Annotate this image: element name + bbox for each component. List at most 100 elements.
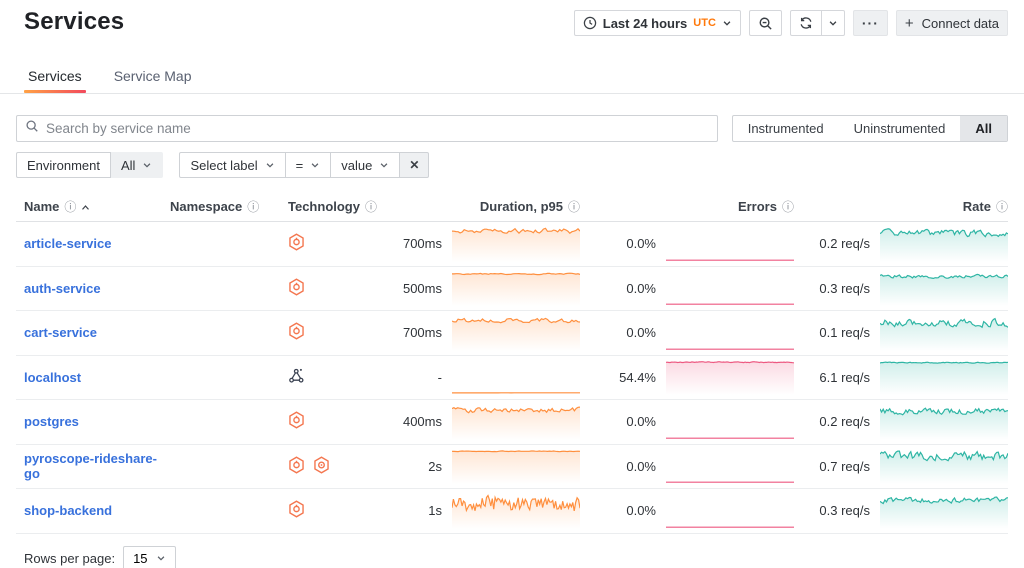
- refresh-icon: [799, 16, 813, 30]
- search-input[interactable]: [46, 121, 709, 136]
- chevron-down-icon: [310, 158, 320, 173]
- duration-value: 2s: [428, 458, 442, 474]
- column-header-namespace[interactable]: Namespace ⓘ: [162, 199, 280, 214]
- refresh-button[interactable]: [789, 10, 822, 36]
- column-header-rate[interactable]: Rate ⓘ: [794, 199, 1008, 214]
- table-row: cart-service 700ms 0.0% 0.1 req/s: [16, 311, 1008, 356]
- sparkline: [452, 227, 580, 262]
- main-content: Instrumented Uninstrumented All Environmen…: [0, 115, 1024, 568]
- rate-cell: 0.1 req/s: [794, 315, 1008, 351]
- duration-cell: 1s: [366, 493, 580, 529]
- toggle-option-all[interactable]: All: [960, 116, 1007, 141]
- zoom-out-button[interactable]: [748, 10, 782, 36]
- rate-value: 0.2 req/s: [819, 414, 870, 430]
- label-filter-group: Select label = value ✕: [179, 152, 430, 178]
- errors-value: 54.4%: [619, 369, 656, 385]
- column-header-duration-p95[interactable]: Duration, p95 ⓘ: [366, 199, 580, 214]
- rate-cell: 0.3 req/s: [794, 493, 1008, 529]
- sort-asc-icon: [81, 199, 90, 214]
- info-icon[interactable]: ⓘ: [567, 199, 580, 214]
- table-header: Name ⓘ Namespace ⓘ Technology ⓘ Duration, p95 ⓘ…: [16, 192, 1008, 222]
- environment-value-label: All: [120, 157, 136, 173]
- sparkline: [880, 496, 1008, 529]
- sparkline: [666, 437, 794, 439]
- connect-data-label: Connect data: [921, 15, 999, 31]
- rows-per-page-value: 15: [133, 551, 148, 566]
- operator-dropdown[interactable]: =: [285, 152, 332, 178]
- tab-bar: Services Service Map: [0, 36, 1024, 94]
- service-link-article-service[interactable]: article-service: [24, 236, 112, 252]
- opentelemetry-icon: [288, 411, 305, 432]
- chevron-down-icon: [142, 158, 152, 173]
- column-label: Name: [24, 199, 60, 214]
- page-header: Services Last 24 hours UTC: [0, 0, 1024, 36]
- value-select-value: value: [341, 157, 373, 173]
- refresh-interval-dropdown[interactable]: [821, 10, 845, 36]
- technology-cell: [280, 411, 366, 432]
- sparkline: [880, 317, 1008, 351]
- service-link-pyroscope-rideshare-go[interactable]: pyroscope-rideshare-go: [24, 451, 157, 482]
- info-icon[interactable]: ⓘ: [64, 199, 77, 214]
- beyla-icon: [313, 456, 330, 477]
- rate-cell: 6.1 req/s: [794, 359, 1008, 396]
- zoom-out-icon: [758, 16, 773, 31]
- environment-value-dropdown[interactable]: All: [110, 152, 164, 178]
- technology-cell: [280, 500, 366, 521]
- toolbar: Last 24 hours UTC: [573, 8, 1008, 36]
- errors-value: 0.0%: [626, 458, 656, 474]
- toggle-option-uninstrumented[interactable]: Uninstrumented: [853, 121, 946, 136]
- column-header-errors[interactable]: Errors ⓘ: [580, 199, 794, 214]
- label-select-dropdown[interactable]: Select label: [179, 152, 286, 178]
- errors-cell: 54.4%: [580, 359, 794, 396]
- info-icon[interactable]: ⓘ: [781, 199, 794, 214]
- duration-value: 700ms: [402, 325, 442, 341]
- connect-data-button[interactable]: + Connect data: [895, 10, 1008, 36]
- sparkline: [666, 481, 794, 484]
- service-link-postgres[interactable]: postgres: [24, 414, 79, 430]
- more-options-button[interactable]: ···: [852, 10, 888, 36]
- rows-per-page-select[interactable]: 15: [123, 545, 176, 568]
- table-row: shop-backend 1s 0.0% 0.3 req/s: [16, 489, 1008, 534]
- label-select-value: Select label: [190, 157, 258, 173]
- table-body: article-service 700ms 0.0% 0.2 req/s auth-se…: [16, 222, 1008, 534]
- info-icon[interactable]: ⓘ: [364, 199, 377, 214]
- tab-service-map[interactable]: Service Map: [113, 68, 192, 84]
- technology-cell: [280, 233, 366, 254]
- info-icon[interactable]: ⓘ: [247, 199, 260, 214]
- errors-value: 0.0%: [626, 503, 656, 519]
- opentelemetry-icon: [288, 278, 305, 299]
- opentelemetry-icon: [288, 500, 305, 521]
- column-header-name[interactable]: Name ⓘ: [16, 199, 162, 214]
- rate-value: 0.1 req/s: [819, 325, 870, 341]
- rate-value: 0.3 req/s: [819, 280, 870, 296]
- chevron-down-icon: [828, 18, 838, 28]
- sparkline: [452, 493, 580, 529]
- column-label: Namespace: [170, 199, 243, 214]
- operator-value: =: [295, 157, 304, 173]
- value-select-dropdown[interactable]: value: [331, 152, 401, 178]
- duration-value: 400ms: [402, 414, 442, 430]
- duration-cell: 500ms: [366, 270, 580, 307]
- time-picker-button[interactable]: Last 24 hours UTC: [573, 10, 741, 36]
- service-link-cart-service[interactable]: cart-service: [24, 325, 97, 341]
- sparkline: [452, 450, 580, 485]
- tab-services[interactable]: Services: [24, 62, 86, 93]
- column-header-technology[interactable]: Technology ⓘ: [280, 199, 377, 214]
- sparkline: [452, 272, 580, 307]
- opentelemetry-icon: [288, 456, 305, 477]
- sparkline: [666, 303, 794, 306]
- duration-cell: 400ms: [366, 404, 580, 440]
- service-link-auth-service[interactable]: auth-service: [24, 280, 101, 296]
- environment-filter-button[interactable]: Environment: [16, 152, 111, 178]
- toggle-option-instrumented[interactable]: Instrumented: [747, 121, 824, 136]
- service-link-shop-backend[interactable]: shop-backend: [24, 503, 113, 519]
- remove-filter-button[interactable]: ✕: [400, 152, 430, 178]
- environment-filter-label: Environment: [27, 157, 100, 173]
- service-link-localhost[interactable]: localhost: [24, 369, 82, 385]
- duration-value: -: [437, 369, 442, 385]
- info-icon[interactable]: ⓘ: [995, 199, 1008, 214]
- search-input-wrapper: [16, 115, 718, 142]
- rate-value: 6.1 req/s: [819, 369, 870, 385]
- table-row: article-service 700ms 0.0% 0.2 req/s: [16, 222, 1008, 267]
- errors-value: 0.0%: [626, 280, 656, 296]
